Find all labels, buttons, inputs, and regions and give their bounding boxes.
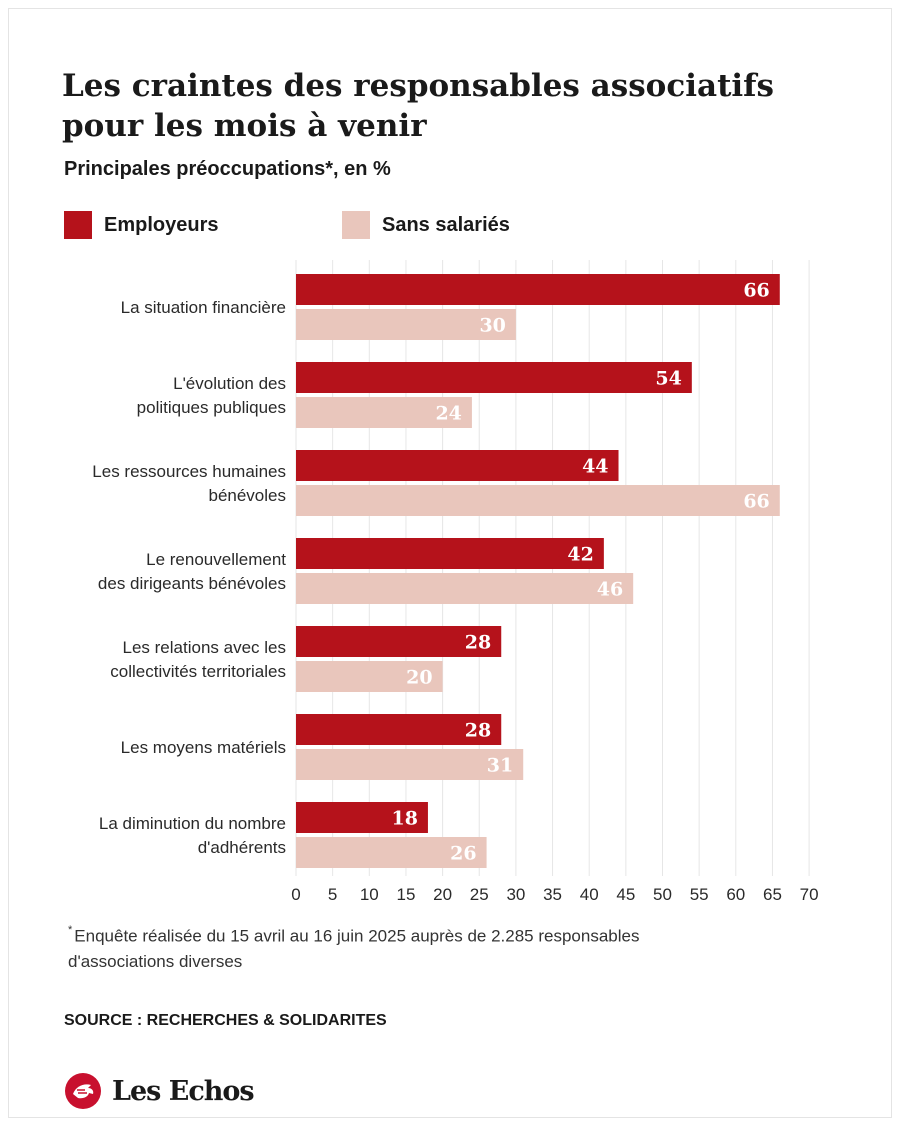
category-label: Les ressources humaines <box>92 462 286 481</box>
bar-value-label: 26 <box>450 843 476 865</box>
brand: Les Echos <box>64 1072 255 1110</box>
legend-item-employeurs: Employeurs <box>64 210 218 240</box>
bar-chart: 66 30 La situation financière 54 24 L'évoluti… <box>92 260 819 904</box>
bar-employeurs <box>296 450 619 481</box>
legend-label-sans-salaries: Sans salariés <box>382 213 510 236</box>
bar-employeurs <box>296 362 692 393</box>
x-tick-label: 45 <box>616 885 635 904</box>
legend-swatch-sans-salaries <box>342 211 370 239</box>
x-tick-label: 25 <box>470 885 489 904</box>
x-tick-label: 65 <box>763 885 782 904</box>
bar-value-label: 46 <box>597 579 623 601</box>
bar-value-label: 54 <box>655 368 681 390</box>
chart-subtitle: Principales préoccupations*, en % <box>64 158 391 180</box>
category-label: bénévoles <box>208 486 286 505</box>
category-label: La situation financière <box>121 298 286 317</box>
bar-value-label: 66 <box>743 491 769 513</box>
bar-employeurs <box>296 274 780 305</box>
x-tick-label: 35 <box>543 885 562 904</box>
x-tick-label: 70 <box>800 885 819 904</box>
chart-title: Les craintes des responsables associatif… <box>62 68 774 144</box>
bar-sans-salaries <box>296 573 634 604</box>
x-tick-label: 50 <box>653 885 672 904</box>
bar-value-label: 28 <box>465 632 491 654</box>
bar-value-label: 66 <box>743 280 769 302</box>
bar-sans-salaries <box>296 837 487 868</box>
category-label: La diminution du nombre <box>99 814 286 833</box>
x-tick-label: 20 <box>433 885 452 904</box>
bar-employeurs <box>296 714 502 745</box>
bar-sans-salaries <box>296 309 516 340</box>
bar-sans-salaries <box>296 749 524 780</box>
x-tick-label: 60 <box>726 885 745 904</box>
legend-swatch-employeurs <box>64 211 92 239</box>
legend-item-sans-salaries: Sans salariés <box>342 210 510 240</box>
bar-value-label: 28 <box>465 720 491 742</box>
x-tick-label: 10 <box>360 885 379 904</box>
bar-sans-salaries <box>296 397 472 428</box>
category-label: Les moyens matériels <box>121 738 286 757</box>
bar-value-label: 20 <box>406 667 432 689</box>
les-echos-rooster-logo-icon <box>65 1073 101 1109</box>
x-tick-label: 5 <box>328 885 337 904</box>
source-line: SOURCE : RECHERCHES & SOLIDARITES <box>64 1012 387 1029</box>
bar-employeurs <box>296 538 604 569</box>
bar-value-label: 18 <box>391 808 417 830</box>
bar-employeurs <box>296 626 502 657</box>
category-label: collectivités territoriales <box>110 662 286 681</box>
x-tick-label: 55 <box>690 885 709 904</box>
footnote-text: Enquête réalisée du 15 avril au 16 juin … <box>68 926 640 971</box>
x-tick-label: 0 <box>291 885 300 904</box>
x-tick-label: 30 <box>506 885 525 904</box>
category-label: d'adhérents <box>198 838 286 857</box>
bar-value-label: 30 <box>479 315 505 337</box>
x-tick-label: 40 <box>580 885 599 904</box>
legend-label-employeurs: Employeurs <box>104 213 219 236</box>
bar-value-label: 42 <box>567 544 593 566</box>
category-label: politiques publiques <box>137 398 286 417</box>
category-label: L'évolution des <box>173 374 286 393</box>
category-label: Le renouvellement <box>146 550 286 569</box>
brand-name: Les Echos <box>112 1075 255 1107</box>
bar-value-label: 24 <box>435 403 461 425</box>
bar-value-label: 44 <box>582 456 608 478</box>
bar-sans-salaries <box>296 661 443 692</box>
bar-sans-salaries <box>296 485 780 516</box>
footnote-marker: * <box>68 924 73 936</box>
footnote: * Enquête réalisée du 15 avril au 16 juin… <box>68 920 748 974</box>
x-tick-label: 15 <box>396 885 415 904</box>
category-label: des dirigeants bénévoles <box>98 574 286 593</box>
bar-value-label: 31 <box>487 755 513 777</box>
bar-employeurs <box>296 802 428 833</box>
category-label: Les relations avec les <box>123 638 286 657</box>
